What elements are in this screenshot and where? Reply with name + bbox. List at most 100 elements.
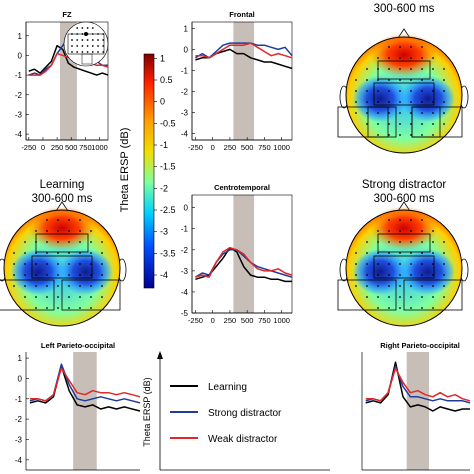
electrode-dot: [388, 112, 390, 114]
electrode-dot: [97, 45, 99, 47]
y-tick-label: 0: [184, 45, 189, 54]
topomap-title-line1: Learning: [40, 179, 85, 191]
electrode-dot: [81, 27, 84, 29]
electrode-dot: [79, 285, 81, 287]
y-tick-label: 0: [18, 374, 23, 383]
electrode-dot: [81, 51, 84, 53]
electrode-dot: [421, 79, 423, 81]
electrode-dot: [443, 241, 445, 243]
electrode-dot: [76, 27, 79, 29]
colorbar-tick-label: 0.5: [160, 75, 173, 85]
electrode-dot: [90, 296, 92, 298]
electrode-dot: [443, 285, 445, 287]
electrode-dot: [410, 263, 412, 265]
electrode-dot: [443, 79, 445, 81]
colorbar-tick-label: -4: [160, 270, 168, 280]
electrode-dot: [355, 90, 357, 92]
electrode-dot: [79, 296, 81, 298]
electrode-dot: [410, 285, 412, 287]
electrode-dot: [57, 307, 59, 309]
electrode-dot: [102, 33, 105, 35]
electrode-dot: [410, 46, 412, 48]
electrode-dot: [432, 90, 434, 92]
electrode-dot: [377, 307, 379, 309]
colorbar-tick-label: -3.5: [160, 248, 176, 258]
topomap-title-line2: 300-600 ms: [32, 193, 93, 205]
electrode-dot: [377, 123, 379, 125]
electrode-dot: [388, 307, 390, 309]
electrode-dot: [366, 285, 368, 287]
electrode-dot: [76, 45, 79, 47]
electrode-dot: [57, 274, 59, 276]
electrode-dot: [388, 263, 390, 265]
electrode-dot: [399, 46, 401, 48]
electrode-dot: [24, 252, 26, 254]
electrode-dot: [421, 112, 423, 114]
electrode-dot: [399, 90, 401, 92]
series-line-weak-distractor: [365, 367, 471, 402]
electrode-dot: [432, 241, 434, 243]
x-tick-label: 750: [258, 143, 271, 152]
plot-frame: [191, 21, 293, 141]
electrode-dot: [13, 252, 15, 254]
electrode-dot: [388, 252, 390, 254]
electrode-dot: [366, 112, 368, 114]
electrode-dot: [421, 252, 423, 254]
electrode-dot: [57, 285, 59, 287]
electrode-dot: [81, 39, 84, 41]
electrode-dot: [79, 252, 81, 254]
electrode-dot: [81, 45, 84, 47]
electrode-dot: [388, 46, 390, 48]
electrode-dot: [97, 39, 99, 41]
electrode-dot: [443, 274, 445, 276]
electrode-dot: [24, 241, 26, 243]
electrode-inset: [63, 21, 109, 67]
electrode-dot: [76, 51, 79, 53]
electrode-dot: [86, 27, 89, 29]
electrode-dot: [388, 296, 390, 298]
electrode-dot: [399, 123, 401, 125]
electrode-dot: [46, 219, 48, 221]
electrode-dot: [421, 57, 423, 59]
electrode-dot: [79, 230, 81, 232]
electrode-dot: [57, 252, 59, 254]
frontal-hotspot: [370, 33, 438, 77]
centrotemporal-plot: 0 -1 -2 -3 -4 -5-250 0 250 500 750 1000 Centrotempo…: [181, 183, 293, 325]
electrode-dot: [399, 263, 401, 265]
electrode-dot: [24, 263, 26, 265]
electrode-dot: [421, 101, 423, 103]
electrode-dot: [377, 296, 379, 298]
electrode-dot: [355, 285, 357, 287]
analysis-window: [233, 22, 255, 140]
frontal-hotspot: [28, 206, 96, 250]
electrode-dot: [432, 230, 434, 232]
electrode-dot: [399, 285, 401, 287]
electrode-dot: [443, 252, 445, 254]
left-blue-region: [353, 76, 407, 122]
electrode-dot: [79, 307, 81, 309]
electrode-dot: [410, 219, 412, 221]
topomap-title-line1: Strong distractor: [362, 179, 447, 191]
electrode-dot: [366, 252, 368, 254]
topomap-strong-distractor: Strong distractor 300-600 ms: [337, 179, 469, 327]
y-tick-label: -2: [181, 88, 189, 97]
electrode-dot: [71, 33, 73, 35]
right-blue-region: [401, 249, 455, 295]
left-blue-region: [353, 249, 407, 295]
electrode-dot: [90, 285, 92, 287]
electrode-dot: [388, 274, 390, 276]
electrode-dot: [377, 263, 379, 265]
electrode-dot: [421, 134, 423, 136]
electrode-dot: [91, 33, 94, 35]
y-tick-label: -5: [181, 309, 189, 318]
colorbar-tick-label: -1: [160, 140, 168, 150]
electrode-dot: [432, 274, 434, 276]
electrode-dot: [355, 274, 357, 276]
electrode-dot: [399, 219, 401, 221]
electrode-dot: [432, 112, 434, 114]
colorbar-tick-label: -1.5: [160, 162, 176, 172]
electrode-dot: [90, 274, 92, 276]
electrode-dot: [355, 112, 357, 114]
electrode-dot: [68, 307, 70, 309]
series-line-learning: [29, 365, 141, 412]
